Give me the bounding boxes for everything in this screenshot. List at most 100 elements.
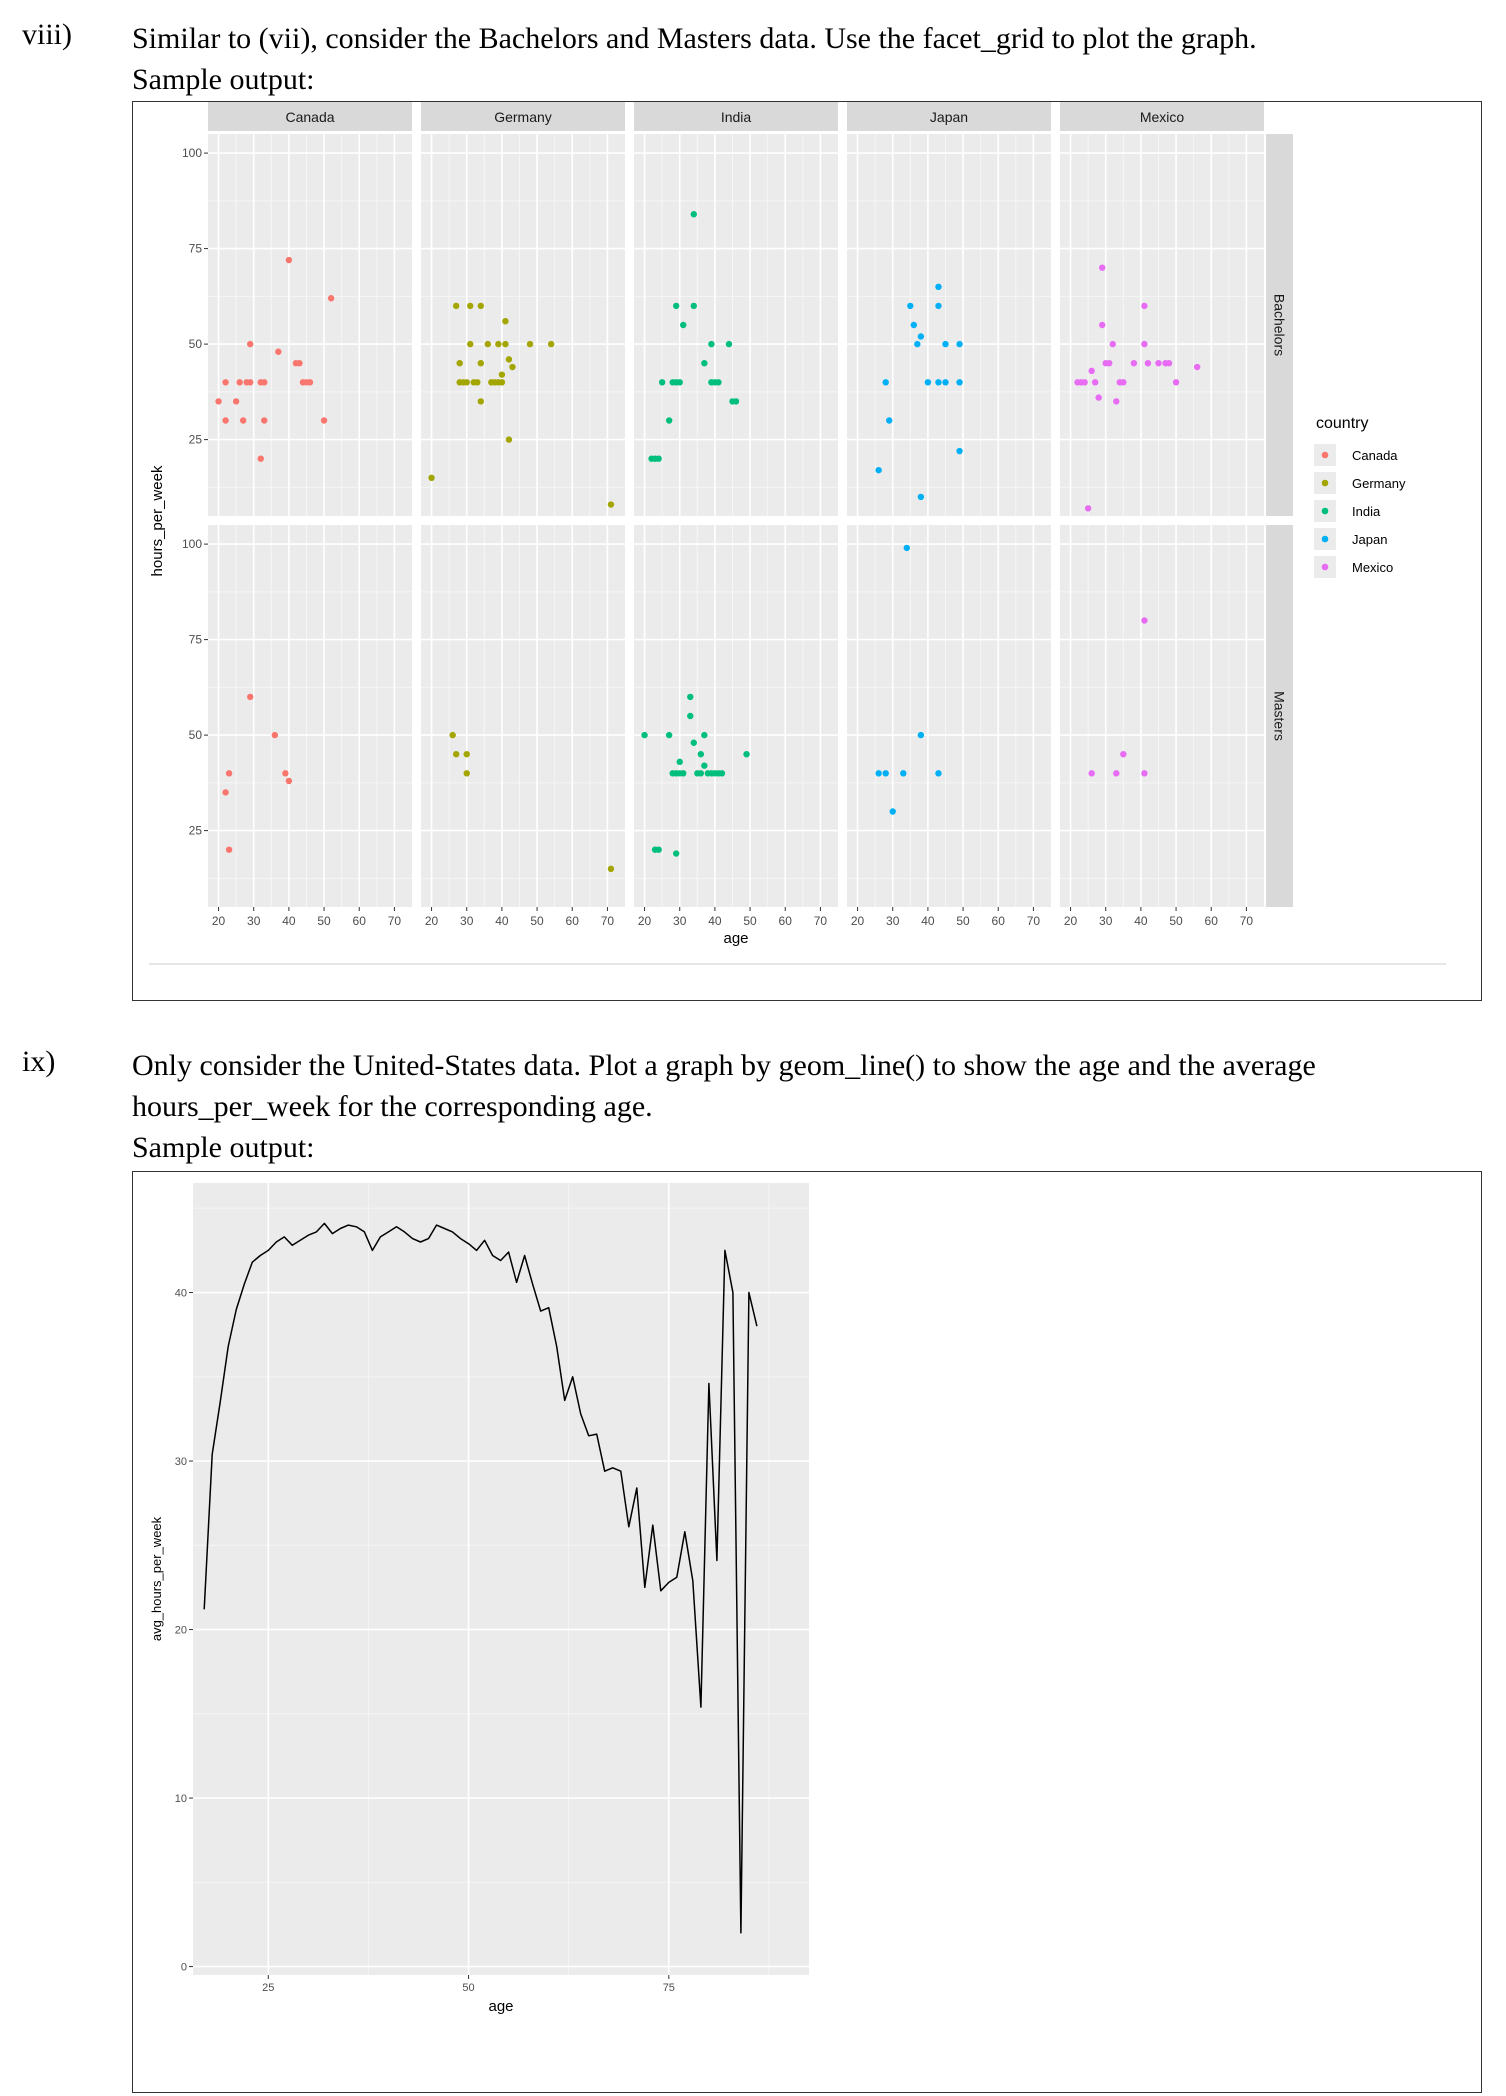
x-axis-title: age <box>723 930 748 947</box>
x-tick-label: 40 <box>921 914 935 928</box>
x-tick-label: 70 <box>1240 914 1254 928</box>
data-point <box>1106 360 1113 367</box>
data-point <box>275 348 282 355</box>
data-point <box>942 379 949 386</box>
y-tick-label: 50 <box>189 337 203 351</box>
y-tick-label: 20 <box>175 1625 187 1637</box>
data-point <box>607 865 615 872</box>
data-point <box>701 731 708 739</box>
question-line: Sample output: <box>132 1131 315 1164</box>
x-tick-label: 30 <box>673 914 687 928</box>
data-point <box>239 417 247 424</box>
data-point <box>428 474 435 481</box>
legend-marker-canada <box>1321 451 1329 459</box>
data-point <box>655 455 662 462</box>
x-tick-label: 50 <box>462 1982 474 1994</box>
data-point <box>1088 770 1095 777</box>
facet-panel-japan-masters <box>847 525 1051 907</box>
x-tick-label: 50 <box>743 914 757 928</box>
y-tick-label: 25 <box>189 433 203 447</box>
data-point <box>935 379 942 386</box>
facet-strip-mexico <box>1060 102 1264 131</box>
question-line: hours_per_week for the corresponding age… <box>132 1090 653 1123</box>
data-point <box>296 360 303 367</box>
data-point <box>956 447 963 455</box>
facet-strip-label: Japan <box>930 109 968 125</box>
facet-panel-india-masters <box>634 525 838 907</box>
data-point <box>1120 379 1127 386</box>
data-point <box>875 770 882 777</box>
data-point <box>463 751 470 758</box>
data-point <box>1109 340 1116 348</box>
data-point <box>673 850 680 857</box>
data-point <box>1113 770 1120 777</box>
x-tick-label: 30 <box>247 914 261 928</box>
x-tick-label: 20 <box>851 914 865 928</box>
data-point <box>547 340 555 348</box>
data-point <box>956 340 963 348</box>
data-point <box>1095 394 1102 401</box>
data-point <box>917 493 925 501</box>
data-point <box>261 379 268 386</box>
facet-strip-label: Germany <box>494 109 552 125</box>
data-point <box>1084 505 1092 512</box>
panel-background <box>634 525 838 907</box>
data-point <box>725 340 733 348</box>
data-point <box>452 751 460 758</box>
data-point <box>261 417 268 424</box>
data-point <box>320 417 328 424</box>
data-point <box>690 302 697 310</box>
facet-strip-label: Bachelors <box>1272 294 1288 356</box>
data-point <box>1141 302 1148 310</box>
facet-chart-frame: Canada Germany India Japan Mexico Bachelors Ma… <box>132 101 1482 1001</box>
data-point <box>306 379 314 386</box>
data-point <box>1091 379 1099 386</box>
y-tick-label: 100 <box>182 537 202 551</box>
data-point <box>456 360 463 367</box>
facet-strip-india <box>634 102 838 131</box>
x-tick-label: 50 <box>1169 914 1183 928</box>
facet-panel-canada-masters <box>208 525 412 907</box>
data-point <box>1120 751 1127 758</box>
data-point <box>467 302 474 310</box>
data-point <box>1193 363 1201 371</box>
data-point <box>271 731 279 739</box>
question-number-viii: viii) <box>22 18 72 51</box>
x-tick-label: 40 <box>282 914 296 928</box>
x-tick-label: 40 <box>708 914 722 928</box>
legend-marker-japan <box>1321 535 1329 543</box>
legend-marker-mexico <box>1321 563 1329 571</box>
y-tick-label: 30 <box>175 1456 187 1468</box>
data-point <box>282 770 289 777</box>
data-point <box>327 295 335 302</box>
x-tick-label: 50 <box>317 914 331 928</box>
x-tick-label: 70 <box>601 914 615 928</box>
data-point <box>917 333 925 340</box>
facet-strip-bachelors <box>1266 134 1293 516</box>
facet-strip-label: Mexico <box>1140 109 1185 125</box>
data-point <box>701 360 708 367</box>
facet-grid-chart: Canada Germany India Japan Mexico Bachelors Ma… <box>149 102 1446 965</box>
x-tick-label: 40 <box>1134 914 1148 928</box>
data-point <box>1130 360 1138 367</box>
y-tick-label: 75 <box>189 242 203 256</box>
data-point <box>225 770 233 777</box>
question-line: Only consider the United-States data. Pl… <box>132 1049 1316 1082</box>
x-tick-label: 60 <box>992 914 1006 928</box>
data-point <box>526 340 534 348</box>
x-tick-label: 70 <box>388 914 402 928</box>
data-point <box>665 731 673 739</box>
data-point <box>222 417 229 424</box>
x-tick-label: 20 <box>212 914 226 928</box>
data-point <box>676 758 683 766</box>
question-text-ix: Only consider the United-States data. Pl… <box>132 1045 1316 1168</box>
data-point <box>232 398 240 405</box>
data-point <box>680 321 687 329</box>
data-point <box>502 340 509 348</box>
legend-title: country <box>1316 415 1368 432</box>
x-tick-label: 30 <box>460 914 474 928</box>
x-axis-title: age <box>488 1998 513 2015</box>
data-point <box>498 379 506 386</box>
data-point <box>222 789 229 796</box>
x-tick-label: 20 <box>638 914 652 928</box>
